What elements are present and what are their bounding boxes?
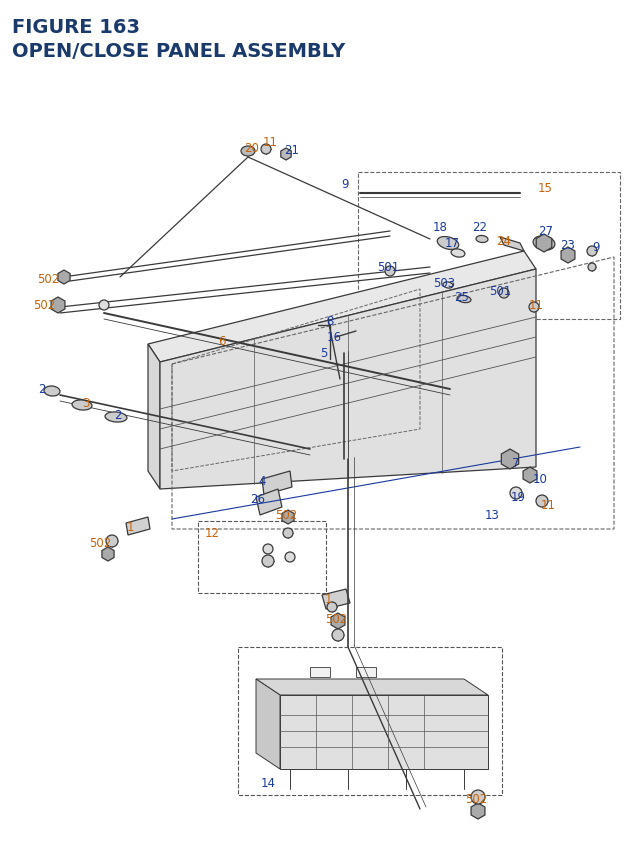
Circle shape	[499, 288, 509, 299]
Polygon shape	[500, 238, 524, 251]
Ellipse shape	[443, 282, 453, 288]
Text: 502: 502	[325, 613, 347, 626]
Polygon shape	[523, 468, 537, 483]
Circle shape	[529, 303, 539, 313]
Text: 3: 3	[83, 397, 90, 410]
Ellipse shape	[457, 296, 471, 303]
Text: 13: 13	[484, 509, 499, 522]
Circle shape	[106, 536, 118, 548]
Polygon shape	[331, 613, 345, 629]
Text: 20: 20	[244, 141, 259, 154]
Text: 26: 26	[250, 493, 266, 506]
Circle shape	[327, 603, 337, 612]
Polygon shape	[148, 344, 160, 489]
Text: 1: 1	[126, 521, 134, 534]
Text: 15: 15	[538, 182, 552, 195]
Text: 502: 502	[33, 299, 55, 313]
Circle shape	[263, 544, 273, 554]
Circle shape	[261, 145, 271, 155]
Polygon shape	[281, 149, 291, 161]
Text: 9: 9	[592, 241, 600, 254]
Polygon shape	[536, 235, 552, 253]
Circle shape	[385, 267, 395, 276]
Polygon shape	[471, 803, 485, 819]
Circle shape	[588, 263, 596, 272]
Polygon shape	[126, 517, 150, 536]
Polygon shape	[256, 679, 280, 769]
Text: 9: 9	[341, 178, 349, 191]
Text: 17: 17	[445, 238, 460, 251]
Circle shape	[332, 629, 344, 641]
Text: 1: 1	[324, 593, 332, 606]
Polygon shape	[102, 548, 114, 561]
Ellipse shape	[476, 236, 488, 244]
Text: 4: 4	[259, 475, 266, 488]
Text: 24: 24	[497, 235, 511, 248]
Text: 11: 11	[541, 499, 556, 512]
Circle shape	[262, 555, 274, 567]
Ellipse shape	[437, 238, 459, 251]
Text: 502: 502	[89, 537, 111, 550]
Text: 18: 18	[433, 221, 447, 234]
Polygon shape	[280, 695, 488, 769]
Polygon shape	[282, 511, 294, 524]
Polygon shape	[160, 269, 536, 489]
Text: 14: 14	[260, 777, 275, 790]
Ellipse shape	[533, 237, 555, 251]
Circle shape	[510, 487, 522, 499]
Polygon shape	[262, 472, 292, 495]
Circle shape	[471, 790, 485, 804]
Bar	[198, 522, 326, 593]
Text: 502: 502	[37, 273, 59, 286]
Text: 12: 12	[205, 527, 220, 540]
Text: FIGURE 163: FIGURE 163	[12, 18, 140, 37]
Text: 501: 501	[377, 261, 399, 274]
Bar	[238, 647, 502, 795]
Text: 22: 22	[472, 221, 488, 234]
Polygon shape	[561, 248, 575, 263]
Ellipse shape	[105, 412, 127, 423]
Text: 501: 501	[489, 285, 511, 298]
Circle shape	[285, 553, 295, 562]
Text: 19: 19	[511, 491, 525, 504]
Bar	[310, 667, 330, 678]
Text: 502: 502	[275, 509, 297, 522]
Polygon shape	[501, 449, 518, 469]
Text: 21: 21	[285, 143, 300, 157]
Text: 503: 503	[433, 277, 455, 290]
Text: 27: 27	[538, 226, 554, 238]
Polygon shape	[256, 679, 488, 695]
Text: 11: 11	[529, 299, 543, 313]
Circle shape	[587, 247, 597, 257]
Text: 11: 11	[262, 136, 278, 149]
Ellipse shape	[241, 147, 255, 157]
Bar	[356, 667, 376, 678]
Ellipse shape	[44, 387, 60, 397]
Text: 502: 502	[465, 793, 487, 806]
Text: 16: 16	[326, 331, 342, 344]
Text: 23: 23	[561, 239, 575, 252]
Text: 2: 2	[115, 409, 122, 422]
Text: 25: 25	[454, 291, 469, 304]
Polygon shape	[256, 489, 282, 516]
Text: 2: 2	[38, 383, 45, 396]
Text: 5: 5	[320, 347, 328, 360]
Circle shape	[99, 300, 109, 311]
Text: OPEN/CLOSE PANEL ASSEMBLY: OPEN/CLOSE PANEL ASSEMBLY	[12, 42, 345, 61]
Text: 6: 6	[218, 335, 226, 348]
Circle shape	[283, 529, 293, 538]
Polygon shape	[322, 589, 350, 610]
Text: 8: 8	[326, 315, 333, 328]
Ellipse shape	[451, 250, 465, 257]
Circle shape	[536, 495, 548, 507]
Ellipse shape	[72, 400, 92, 411]
Polygon shape	[51, 298, 65, 313]
Polygon shape	[148, 251, 536, 362]
Text: 10: 10	[532, 473, 547, 486]
Text: 7: 7	[512, 457, 520, 470]
Polygon shape	[58, 270, 70, 285]
